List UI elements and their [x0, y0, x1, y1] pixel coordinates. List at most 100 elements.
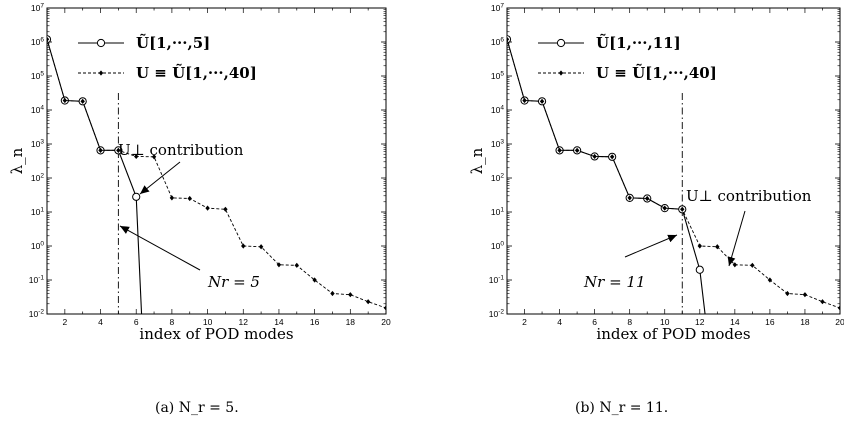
- diamond-marker: [276, 262, 282, 268]
- diamond-marker: [312, 277, 317, 283]
- diamond-marker: [330, 290, 335, 297]
- nr-arrow: [119, 225, 201, 271]
- diamond-marker: [62, 97, 68, 104]
- diamond-marker: [522, 97, 527, 104]
- x-axis-label: index of POD modes: [139, 325, 293, 343]
- nr-arrow: [624, 234, 678, 258]
- y-tick-label: 102: [31, 173, 44, 184]
- y-tick-label: 106: [491, 37, 504, 48]
- plot-frame: [506, 7, 841, 315]
- x-tick-label: 14: [730, 317, 740, 327]
- diamond-marker: [223, 206, 228, 212]
- chart-panel-a: 10-2 10-1 100 101 102 103 104 105 106 107 2 4 6 8 10 12…: [8, 3, 391, 344]
- circle-marker: [695, 265, 704, 274]
- legend-marker-2: [98, 70, 104, 76]
- y-tick-label: 107: [491, 3, 504, 14]
- diamond-marker: [151, 154, 157, 160]
- y-tick-label: 100: [491, 241, 504, 252]
- legend-label-1: Ũ[1,···,11]: [596, 33, 681, 52]
- diamond-marker: [383, 305, 386, 311]
- diamond-marker: [348, 292, 353, 298]
- y-tick-label: 101: [491, 207, 504, 218]
- x-tick-label: 20: [381, 317, 391, 327]
- series-line-1: [47, 39, 143, 314]
- nr-label: Nr = 5: [207, 273, 260, 291]
- legend-marker-1: [96, 38, 106, 48]
- diamond-marker: [294, 262, 299, 268]
- diamond-marker: [205, 205, 210, 211]
- x-tick-label: 4: [98, 317, 103, 327]
- series-line-2: [507, 39, 840, 309]
- x-tick-label: 8: [170, 317, 175, 327]
- diamond-marker: [767, 277, 773, 283]
- diamond-marker: [365, 299, 371, 305]
- circle-marker: [132, 192, 141, 201]
- plot-frame: [46, 7, 387, 315]
- plot-area: [507, 35, 840, 314]
- x-tick-label: 18: [346, 317, 356, 327]
- diamond-marker: [697, 243, 702, 249]
- x-tick-label: 6: [134, 317, 139, 327]
- x-tick-label: 20: [835, 317, 844, 327]
- legend-marker-2: [558, 70, 564, 76]
- y-tick-label: 105: [31, 71, 44, 82]
- y-axis-label: λ_n: [8, 147, 26, 174]
- y-tick-label: 103: [31, 139, 44, 150]
- x-tick-label: 2: [62, 317, 67, 327]
- y-tick-label: 102: [491, 173, 504, 184]
- diamond-marker: [592, 153, 597, 160]
- plot-area: [47, 35, 386, 314]
- y-tick-label: 10-1: [29, 275, 45, 286]
- x-tick-label: 4: [557, 317, 562, 327]
- y-tick-label: 10-2: [29, 309, 45, 320]
- diamond-marker: [258, 244, 264, 250]
- series-line-2: [47, 39, 386, 309]
- x-tick-label: 18: [800, 317, 810, 327]
- x-tick-label: 10: [203, 317, 213, 327]
- y-tick-label: 104: [31, 105, 44, 116]
- y-tick-label: 10-2: [489, 309, 505, 320]
- diamond-marker: [627, 195, 632, 201]
- diamond-marker: [47, 36, 50, 42]
- chart-panel-b: 10-2 10-1 100 101 102 103 104 105 106 107 2 4 6 8 10 12…: [468, 3, 844, 344]
- diamond-marker: [507, 36, 510, 42]
- legend-label-2: U ≡ Ũ[1,···,40]: [136, 63, 257, 82]
- diamond-marker: [98, 147, 103, 153]
- diamond-marker: [715, 244, 720, 250]
- legend-marker-1: [556, 38, 566, 48]
- y-tick-label: 10-1: [489, 275, 505, 286]
- y-tick-label: 106: [31, 37, 44, 48]
- diamond-marker: [820, 299, 825, 305]
- legend-label-2: U ≡ Ũ[1,···,40]: [596, 63, 717, 82]
- x-tick-label: 12: [695, 317, 705, 327]
- diamond-marker: [80, 98, 85, 104]
- diamond-marker: [116, 147, 121, 153]
- x-tick-label: 12: [239, 317, 249, 327]
- diamond-marker: [134, 153, 139, 160]
- legend-label-1: Ũ[1,···,5]: [136, 33, 210, 52]
- y-tick-label: 101: [31, 207, 44, 218]
- x-tick-label: 2: [522, 317, 527, 327]
- diamond-marker: [539, 98, 545, 104]
- y-tick-label: 107: [31, 3, 44, 14]
- diamond-marker: [169, 195, 175, 201]
- diamond-marker: [574, 147, 580, 153]
- y-tick-label: 105: [491, 71, 504, 82]
- nr-label: Nr = 11: [583, 273, 646, 291]
- contribution-arrow: [727, 210, 746, 267]
- diamond-marker: [802, 292, 808, 298]
- diamond-marker: [645, 195, 650, 202]
- x-tick-label: 8: [627, 317, 632, 327]
- contribution-label: U⊥ contribution: [686, 187, 812, 205]
- contribution-arrow: [139, 161, 181, 195]
- x-axis-label: index of POD modes: [596, 325, 750, 343]
- y-tick-label: 104: [491, 105, 504, 116]
- caption-a: (a) N_r = 5.: [155, 400, 239, 416]
- diamond-marker: [609, 154, 615, 160]
- diamond-marker: [241, 243, 246, 249]
- diamond-marker: [557, 147, 562, 153]
- contribution-label: U⊥ contribution: [118, 141, 244, 159]
- diamond-marker: [837, 305, 840, 311]
- y-tick-label: 100: [31, 241, 44, 252]
